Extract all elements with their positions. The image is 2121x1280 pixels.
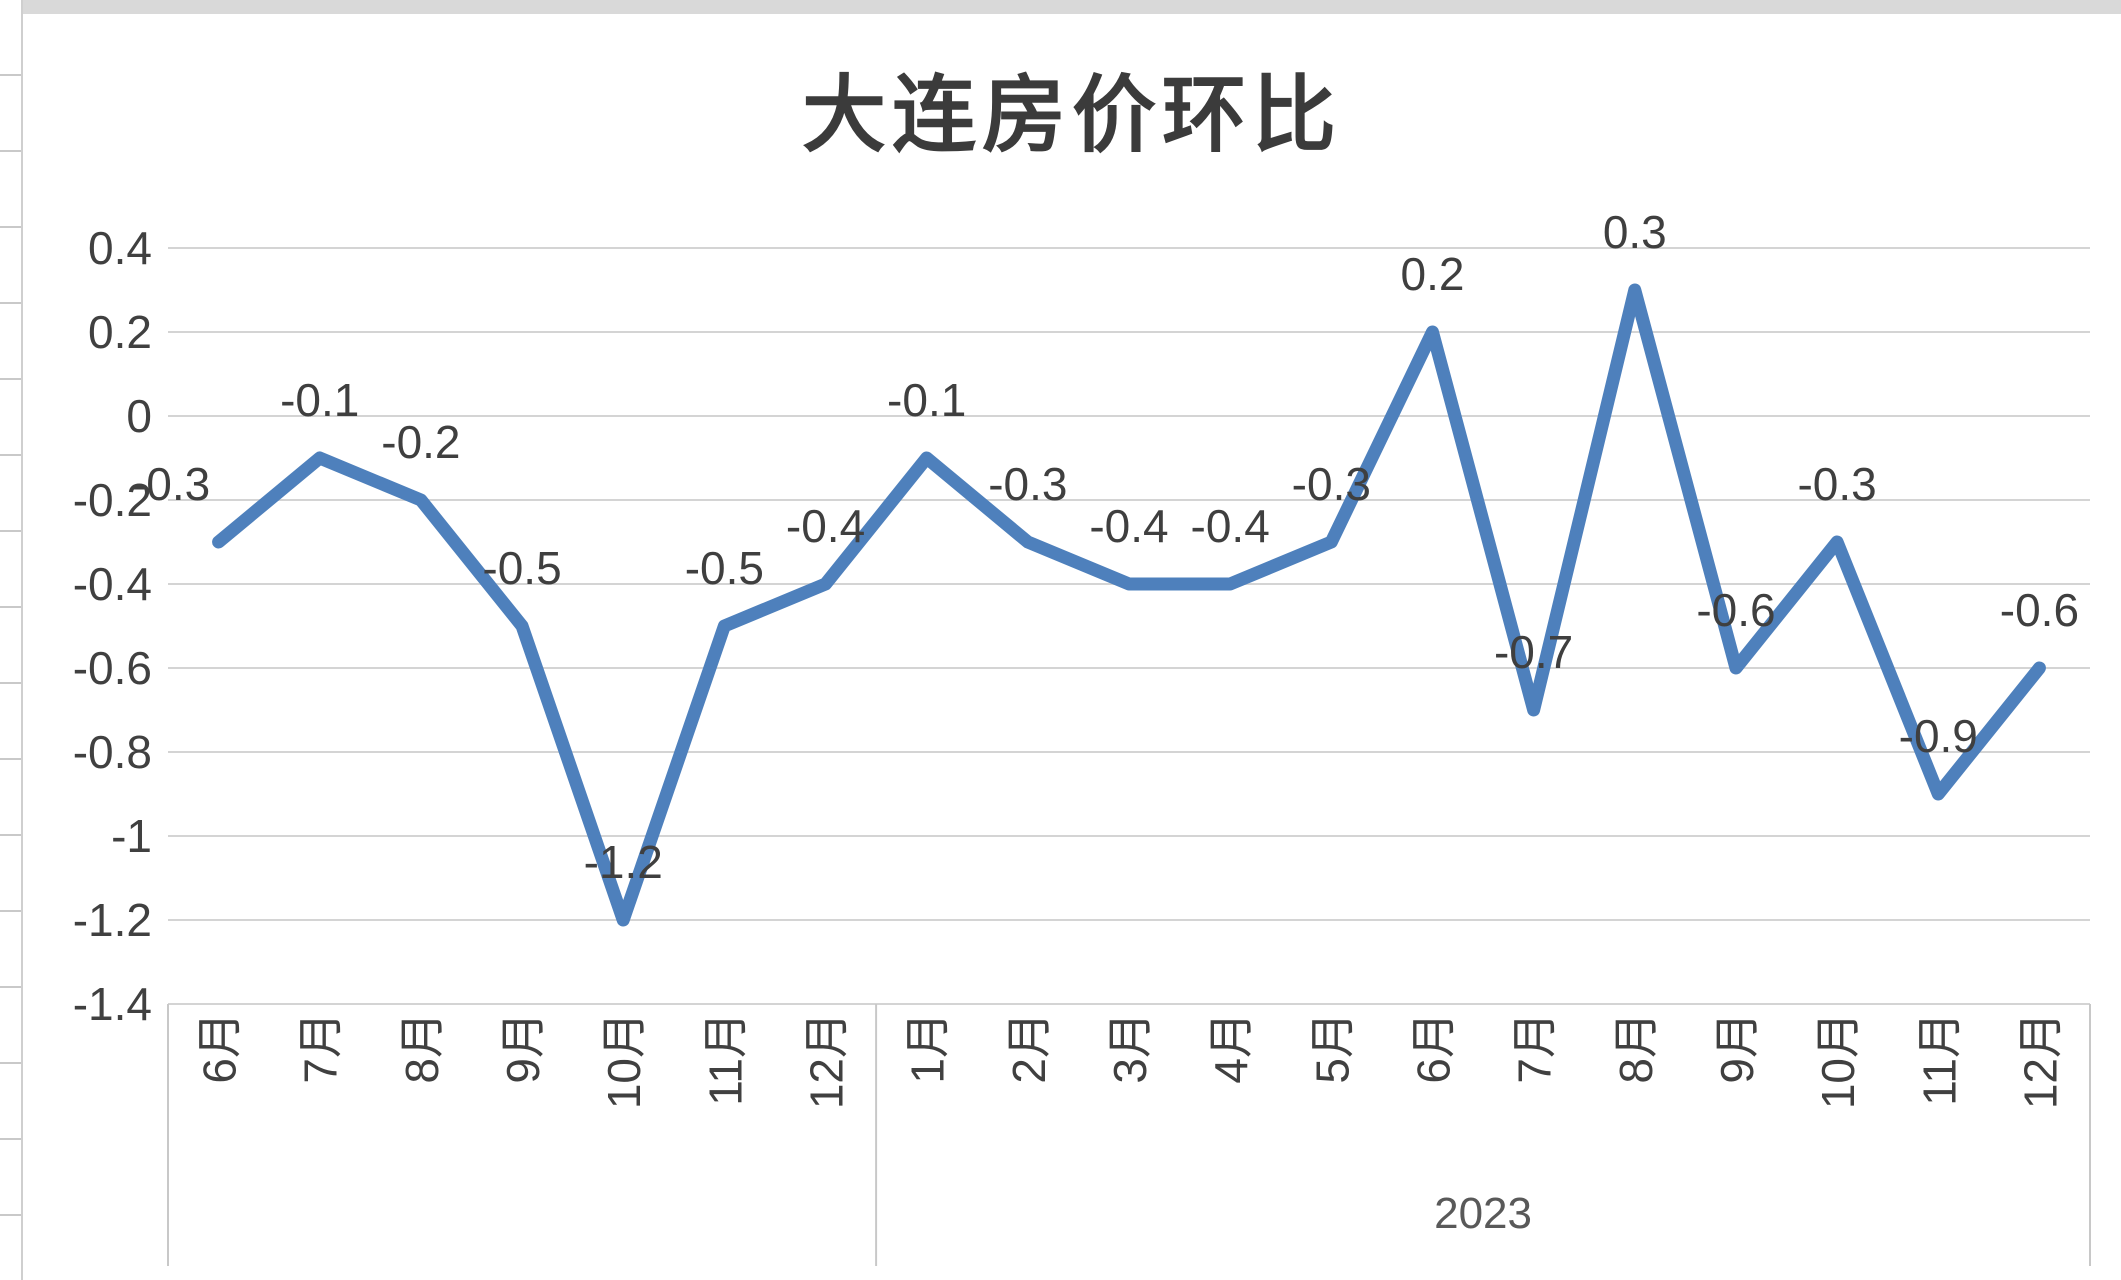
x-axis-tick-label: 5月 [1306,1012,1358,1084]
x-axis-tick-label: 10月 [598,1012,650,1109]
data-label: -0.5 [685,542,764,594]
x-axis-tick-label: 10月 [1812,1012,1864,1109]
x-axis-tick-label: 8月 [396,1012,448,1084]
x-axis-tick-label: 3月 [1104,1012,1156,1084]
y-axis-tick-label: -0.2 [73,474,152,526]
data-label: -0.3 [1797,458,1876,510]
data-label: -0.4 [1089,500,1168,552]
x-axis-tick-label: 6月 [194,1012,246,1084]
y-axis-tick-label: -0.6 [73,642,152,694]
x-axis-tick-label: 4月 [1205,1012,1257,1084]
data-label: -0.3 [988,458,1067,510]
spreadsheet-row-lines [0,0,23,1280]
x-axis-tick-label: 12月 [2014,1012,2066,1109]
data-label: -0.3 [1292,458,1371,510]
x-axis-tick-label: 8月 [1610,1012,1662,1084]
data-label: 0.2 [1400,248,1464,300]
data-label: 0.3 [1603,206,1667,258]
data-label: -0.6 [1696,584,1775,636]
x-axis-tick-label: 2月 [1003,1012,1055,1084]
x-axis-tick-label: 12月 [801,1012,853,1109]
year-label: 2023 [1434,1189,1532,1238]
x-axis-tick-label: 11月 [699,1012,751,1106]
data-label: -0.2 [381,416,460,468]
data-label: -0.5 [482,542,561,594]
data-label: -0.1 [280,374,359,426]
data-label: -0.9 [1899,710,1978,762]
data-label: -0.1 [887,374,966,426]
data-label: -0.3 [131,458,210,510]
data-label: -1.2 [584,836,663,888]
x-axis-tick-label: 11月 [1913,1012,1965,1106]
x-axis-tick-label: 7月 [295,1012,347,1084]
y-axis-tick-label: -1 [111,810,152,862]
y-axis-tick-label: 0 [126,390,152,442]
data-label: -0.4 [786,500,865,552]
y-axis-tick-label: -1.4 [73,978,152,1030]
x-axis-tick-label: 7月 [1509,1012,1561,1084]
x-axis-tick-label: 1月 [902,1012,954,1084]
data-label: -0.6 [2000,584,2079,636]
chart-title: 大连房价环比 [801,70,1342,163]
series-line[interactable] [212,283,2046,927]
x-axis-tick-label: 9月 [497,1012,549,1084]
data-label: -0.4 [1191,500,1270,552]
y-axis-tick-label: -0.4 [73,558,152,610]
y-axis-tick-label: -1.2 [73,894,152,946]
data-label: -0.7 [1494,626,1573,678]
y-axis-tick-label: 0.4 [88,222,152,274]
y-axis-tick-label: -0.8 [73,726,152,778]
chart[interactable]: 大连房价环比 0.4 0.2 0 -0.2 -0.4 -0.6 -0.8 -1 -1.2 -1.4… [23,14,2121,1280]
spreadsheet-top-row [23,0,2121,14]
x-axis-tick-label: 9月 [1711,1012,1763,1084]
y-axis-tick-label: 0.2 [88,306,152,358]
x-axis-tick-label: 6月 [1407,1012,1459,1084]
